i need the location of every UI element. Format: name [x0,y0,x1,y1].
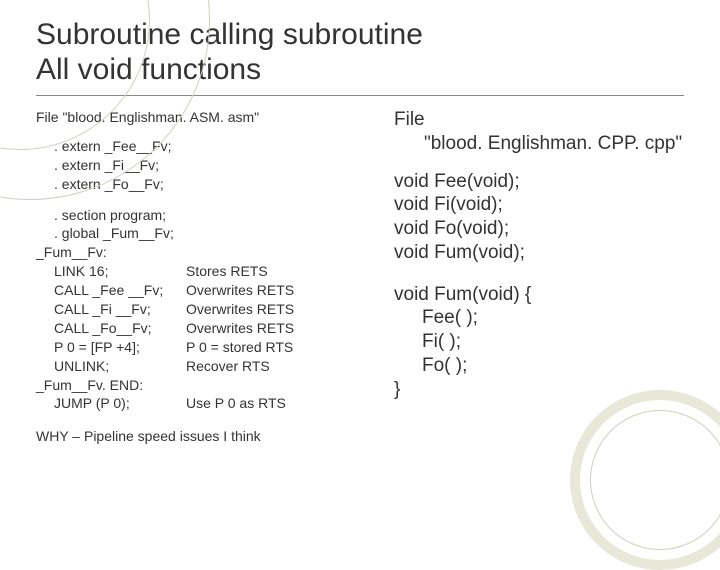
asm-row: LINK 16; Stores RETS [36,262,376,281]
asm-row: CALL _Fo__Fv; Overwrites RETS [36,319,376,338]
why-line: WHY – Pipeline speed issues I think [36,427,376,446]
asm-row: UNLINK; Recover RTS [36,357,376,376]
asm-comment: P 0 = stored RTS [186,338,376,357]
asm-row: JUMP (P 0); Use P 0 as RTS [36,394,376,413]
asm-row: CALL _Fi __Fv; Overwrites RETS [36,300,376,319]
cpp-decl-line: void Fum(void); [394,241,696,265]
asm-instr: LINK 16; [36,262,186,281]
asm-comment: Use P 0 as RTS [186,394,376,413]
asm-instr: CALL _Fi __Fv; [36,300,186,319]
cpp-body-line: Fi( ); [394,330,696,354]
cpp-decl-line: void Fee(void); [394,170,696,194]
asm-body: LINK 16; Stores RETS CALL _Fee __Fv; Ove… [36,262,376,375]
asm-comment: Stores RETS [186,262,376,281]
cpp-file-word: File [394,108,696,132]
asm-comment: Overwrites RETS [186,281,376,300]
cpp-file-line: File "blood. Englishman. CPP. cpp" [394,108,696,156]
cpp-decl-line: void Fo(void); [394,217,696,241]
cpp-decl-line: void Fi(void); [394,193,696,217]
asm-comment: Overwrites RETS [186,319,376,338]
asm-label-end: _Fum__Fv. END: [36,376,376,395]
asm-section-block: . section program; . global _Fum__Fv; [36,206,376,244]
asm-comment: Overwrites RETS [186,300,376,319]
asm-section-line: . global _Fum__Fv; [54,224,376,243]
asm-instr: JUMP (P 0); [36,394,186,413]
asm-label: _Fum__Fv: [36,243,376,262]
cpp-body-line: Fee( ); [394,306,696,330]
asm-comment: Recover RTS [186,357,376,376]
cpp-file-name: "blood. Englishman. CPP. cpp" [394,132,696,156]
asm-row: CALL _Fee __Fv; Overwrites RETS [36,281,376,300]
cpp-body: void Fum(void) { Fee( ); Fi( ); Fo( ); } [394,283,696,402]
asm-instr: CALL _Fee __Fv; [36,281,186,300]
cpp-body-open: void Fum(void) { [394,283,696,307]
asm-section-line: . section program; [54,206,376,225]
cpp-declarations: void Fee(void); void Fi(void); void Fo(v… [394,170,696,265]
asm-row: P 0 = [FP +4]; P 0 = stored RTS [36,338,376,357]
decorative-circle [590,410,720,550]
asm-instr: P 0 = [FP +4]; [36,338,186,357]
asm-instr: CALL _Fo__Fv; [36,319,186,338]
cpp-body-line: Fo( ); [394,354,696,378]
asm-instr: UNLINK; [36,357,186,376]
